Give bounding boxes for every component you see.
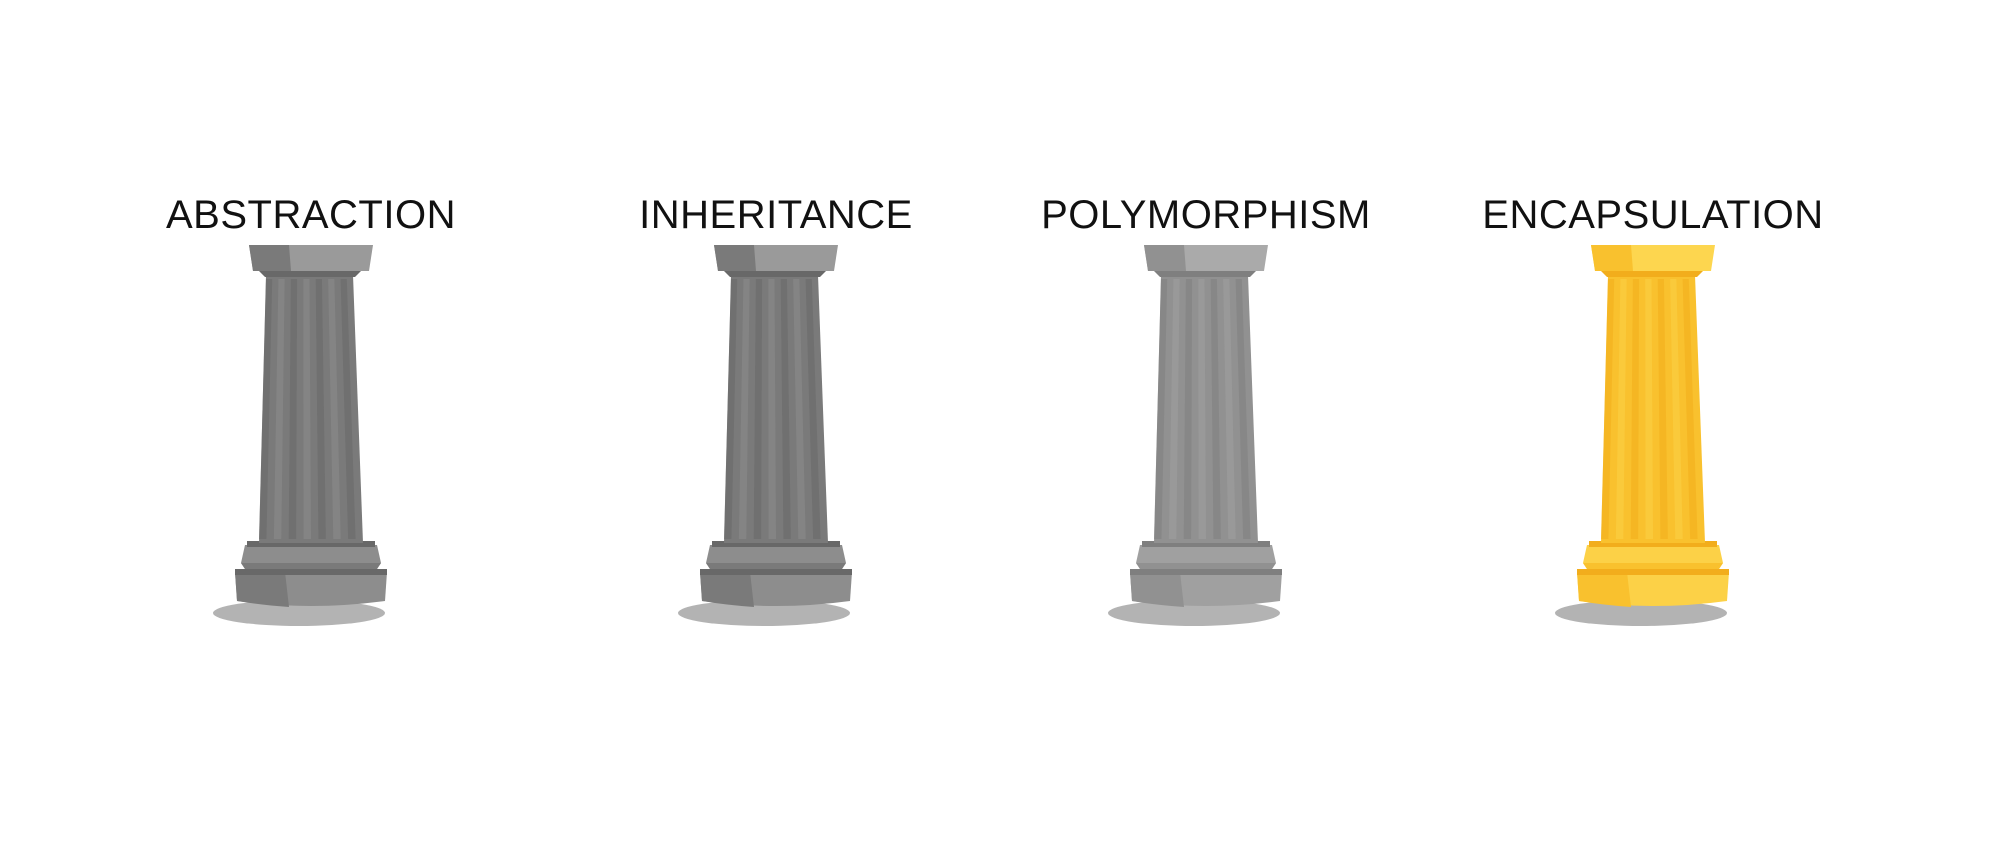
pillar-shadow xyxy=(1555,600,1727,626)
pillar-icon xyxy=(1555,245,1729,626)
pillar-capital-neck xyxy=(1601,271,1703,277)
pillar-flute xyxy=(753,279,763,539)
pillar-flute xyxy=(288,279,298,539)
pillar-flute xyxy=(1657,279,1668,539)
pillar-icon xyxy=(213,245,387,626)
pillar-shadow xyxy=(1108,600,1280,626)
pillar-base-lower-facet xyxy=(1130,572,1184,607)
pillar-flute xyxy=(1645,279,1653,539)
pillar-flute xyxy=(1601,279,1615,539)
pillar-flute xyxy=(1168,279,1180,539)
pillar-flute xyxy=(1235,279,1251,539)
pillar-flute xyxy=(780,279,791,539)
pillar-flute xyxy=(793,279,806,539)
pillar-capital-neck xyxy=(1154,271,1256,277)
pillar-base-upper-band xyxy=(241,563,381,569)
pillar-flute xyxy=(1223,279,1236,539)
pillar-base-ring xyxy=(1589,541,1717,547)
pillar-capital-facet xyxy=(1144,245,1186,271)
pillar-flute xyxy=(724,279,738,539)
pillar-flute xyxy=(1630,279,1640,539)
pillar-capital-facet xyxy=(249,245,291,271)
pillar-flute xyxy=(1670,279,1683,539)
pillar-flute xyxy=(340,279,356,539)
pillar-base-upper-band xyxy=(1136,563,1276,569)
pillar-base-ring xyxy=(1142,541,1270,547)
pillar-flute xyxy=(1198,279,1206,539)
pillar-flute xyxy=(328,279,341,539)
pillar-base-lower-facet xyxy=(235,572,289,607)
pillar-icon xyxy=(678,245,852,626)
pillar-flute xyxy=(303,279,311,539)
pillar-title: ABSTRACTION xyxy=(166,193,456,237)
pillar-title: POLYMORPHISM xyxy=(1041,193,1371,237)
pillar-flute xyxy=(1154,279,1168,539)
pillar-base-band xyxy=(1130,569,1282,575)
pillar-flute xyxy=(1682,279,1698,539)
pillar-base-band xyxy=(235,569,387,575)
pillar-capital-facet xyxy=(1591,245,1633,271)
pillar-capital-neck xyxy=(259,271,361,277)
pillar-flute xyxy=(259,279,273,539)
pillar-group-encapsulation: ENCAPSULATION xyxy=(1453,190,1853,650)
pillar-capital-neck xyxy=(724,271,826,277)
pillar-group-abstraction: ABSTRACTION xyxy=(111,190,511,650)
pillar-base-band xyxy=(700,569,852,575)
pillar-base-upper-band xyxy=(1583,563,1723,569)
pillar-base-lower-facet xyxy=(700,572,754,607)
pillar-capital-facet xyxy=(714,245,756,271)
pillar-flute xyxy=(768,279,776,539)
pillar-base-band xyxy=(1577,569,1729,575)
pillar-flute xyxy=(1615,279,1627,539)
pillar-flute xyxy=(1183,279,1193,539)
pillar-flute xyxy=(738,279,750,539)
pillar-base-lower-facet xyxy=(1577,572,1631,607)
pillar-title: INHERITANCE xyxy=(639,193,913,237)
pillar-base-ring xyxy=(247,541,375,547)
pillar-base-upper-band xyxy=(706,563,846,569)
pillar-flute xyxy=(273,279,285,539)
pillar-base-ring xyxy=(712,541,840,547)
pillar-flute xyxy=(1210,279,1221,539)
pillar-shadow xyxy=(678,600,850,626)
pillar-title: ENCAPSULATION xyxy=(1482,193,1824,237)
pillar-icon xyxy=(1108,245,1282,626)
pillar-group-inheritance: INHERITANCE xyxy=(576,190,976,650)
pillar-flute xyxy=(315,279,326,539)
pillar-flute xyxy=(805,279,821,539)
pillar-group-polymorphism: POLYMORPHISM xyxy=(1006,190,1406,650)
pillar-shadow xyxy=(213,600,385,626)
